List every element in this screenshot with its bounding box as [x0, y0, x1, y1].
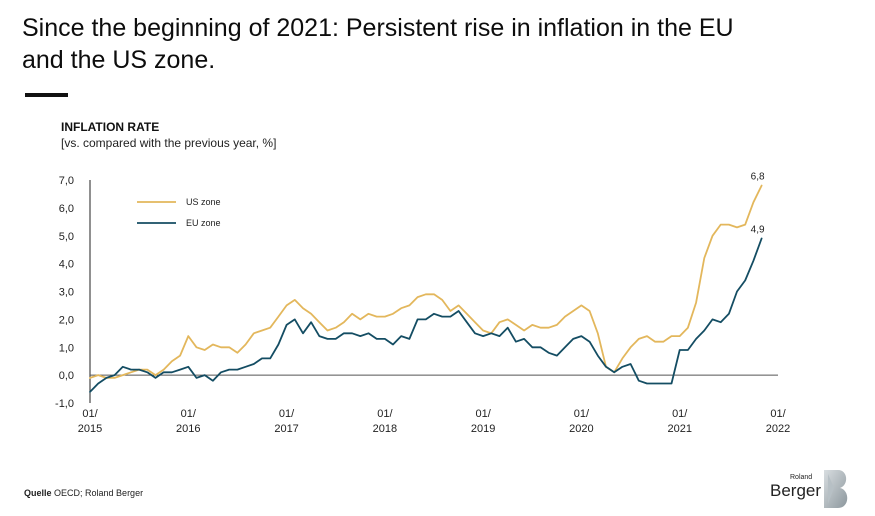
roland-berger-logo: Roland Berger [768, 468, 858, 510]
y-tick-label: 7,0 [59, 175, 74, 187]
x-tick-label-month: 01/ [82, 408, 98, 420]
source-text: OECD; Roland Berger [54, 488, 144, 498]
y-tick-label: 5,0 [59, 231, 74, 243]
end-value-label: 6,8 [751, 172, 765, 183]
logo-big-text: Berger [770, 481, 822, 500]
series-line-eu-zone [89, 237, 763, 393]
x-tick-label-year: 2015 [78, 423, 102, 435]
logo-small-text: Roland [790, 474, 813, 481]
x-tick-label-month: 01/ [181, 408, 197, 420]
x-tick-label-month: 01/ [672, 408, 688, 420]
x-tick-label-year: 2016 [176, 423, 200, 435]
y-tick-label: 3,0 [59, 287, 74, 299]
x-tick-label-year: 2021 [667, 423, 691, 435]
y-tick-label: 4,0 [59, 259, 74, 271]
x-tick-label-month: 01/ [377, 408, 393, 420]
source-label: Quelle [24, 488, 52, 498]
x-tick-label-month: 01/ [574, 408, 590, 420]
chart-subtitle: [vs. compared with the previous year, %] [61, 136, 277, 150]
headline-underline [25, 93, 68, 97]
x-tick-label-year: 2017 [274, 423, 298, 435]
y-tick-label: 6,0 [59, 203, 74, 215]
source-note: Quelle OECD; Roland Berger [24, 488, 143, 498]
legend-label: EU zone [186, 218, 221, 228]
x-tick-label-month: 01/ [475, 408, 491, 420]
x-tick-label-month: 01/ [770, 408, 786, 420]
y-tick-label: -1,0 [55, 398, 74, 410]
y-tick-label: 1,0 [59, 342, 74, 354]
y-tick-label: 2,0 [59, 314, 74, 326]
x-tick-label-year: 2019 [471, 423, 495, 435]
series-line-us-zone [89, 184, 763, 379]
y-axis: -1,0 0,0 1,0 2,0 3,0 4,0 5,0 6,0 7,0 [55, 175, 91, 410]
inflation-line-chart: -1,00,01,02,03,04,05,06,07,0 01/201501/2… [55, 172, 790, 435]
x-tick-label-month: 01/ [279, 408, 295, 420]
legend-label: US zone [186, 197, 221, 207]
x-tick-label-year: 2022 [766, 423, 790, 435]
headline: Since the beginning of 2021: Persistent … [22, 14, 734, 74]
legend: US zone EU zone [137, 197, 221, 228]
y-tick-label: 0,0 [59, 370, 74, 382]
x-axis: 01/2015 01/2016 01/2017 01/2018 01/2019 01/20… [78, 374, 790, 435]
logo-b-mark-icon [824, 470, 848, 508]
series-lines: 6,8 4,9 [89, 172, 765, 393]
end-value-label: 4,9 [751, 225, 765, 236]
x-tick-label-year: 2020 [569, 423, 593, 435]
chart-title: INFLATION RATE [61, 120, 160, 134]
x-tick-label-year: 2018 [373, 423, 397, 435]
